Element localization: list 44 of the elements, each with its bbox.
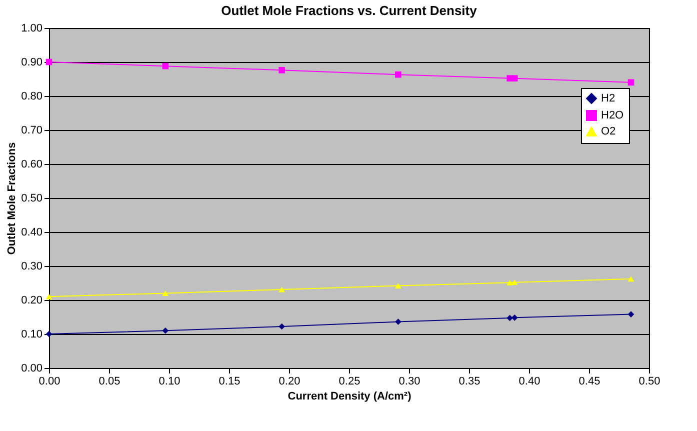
point — [511, 280, 518, 286]
y-tick-label: 1.00 — [21, 22, 42, 34]
y-tick-label: 0.70 — [21, 124, 42, 136]
x-tick-label: 0.25 — [338, 376, 360, 388]
y-tick-label: 0.80 — [21, 90, 42, 102]
x-tick-label: 0.40 — [518, 376, 540, 388]
y-tick-label: 0.90 — [21, 56, 42, 68]
y-tick-label: 0.60 — [21, 158, 42, 170]
legend-label: H2 — [601, 92, 616, 104]
point — [628, 79, 634, 86]
y-tick-label: 0.40 — [21, 226, 42, 238]
x-tick-label: 0.50 — [638, 376, 660, 388]
point — [506, 280, 513, 286]
x-tick-label: 0.15 — [218, 376, 240, 388]
x-tick-label: 0.35 — [458, 376, 480, 388]
point — [162, 327, 169, 334]
point — [628, 311, 634, 318]
point — [162, 290, 169, 296]
legend-label: O2 — [601, 126, 616, 138]
point — [511, 314, 518, 321]
x-tick-label: 0.10 — [158, 376, 180, 388]
point — [278, 323, 285, 330]
y-tick-label: 0.20 — [21, 294, 42, 306]
legend-label: H2O — [601, 110, 624, 122]
point — [628, 276, 634, 282]
point — [395, 318, 402, 325]
y-tick-label: 0.50 — [21, 192, 42, 204]
x-tick-label: 0.30 — [398, 376, 420, 388]
x-tick-label: 0.20 — [278, 376, 300, 388]
x-axis-title: Current Density (A/cm²) — [288, 390, 412, 402]
y-axis-title: Outlet Mole Fractions — [6, 142, 18, 255]
x-tick-label: 0.00 — [38, 376, 60, 388]
point — [278, 67, 285, 74]
point — [395, 282, 402, 288]
point — [162, 62, 169, 70]
point — [511, 75, 518, 82]
y-tick-label: 0.00 — [21, 362, 42, 374]
x-tick-label: 0.05 — [98, 376, 120, 388]
chart-title: Outlet Mole Fractions vs. Current Density — [221, 3, 478, 18]
point — [278, 286, 285, 292]
x-tick-label: 0.45 — [578, 376, 600, 388]
y-tick-label: 0.10 — [21, 328, 42, 340]
y-tick-label: 0.30 — [21, 260, 42, 272]
point — [395, 71, 402, 78]
